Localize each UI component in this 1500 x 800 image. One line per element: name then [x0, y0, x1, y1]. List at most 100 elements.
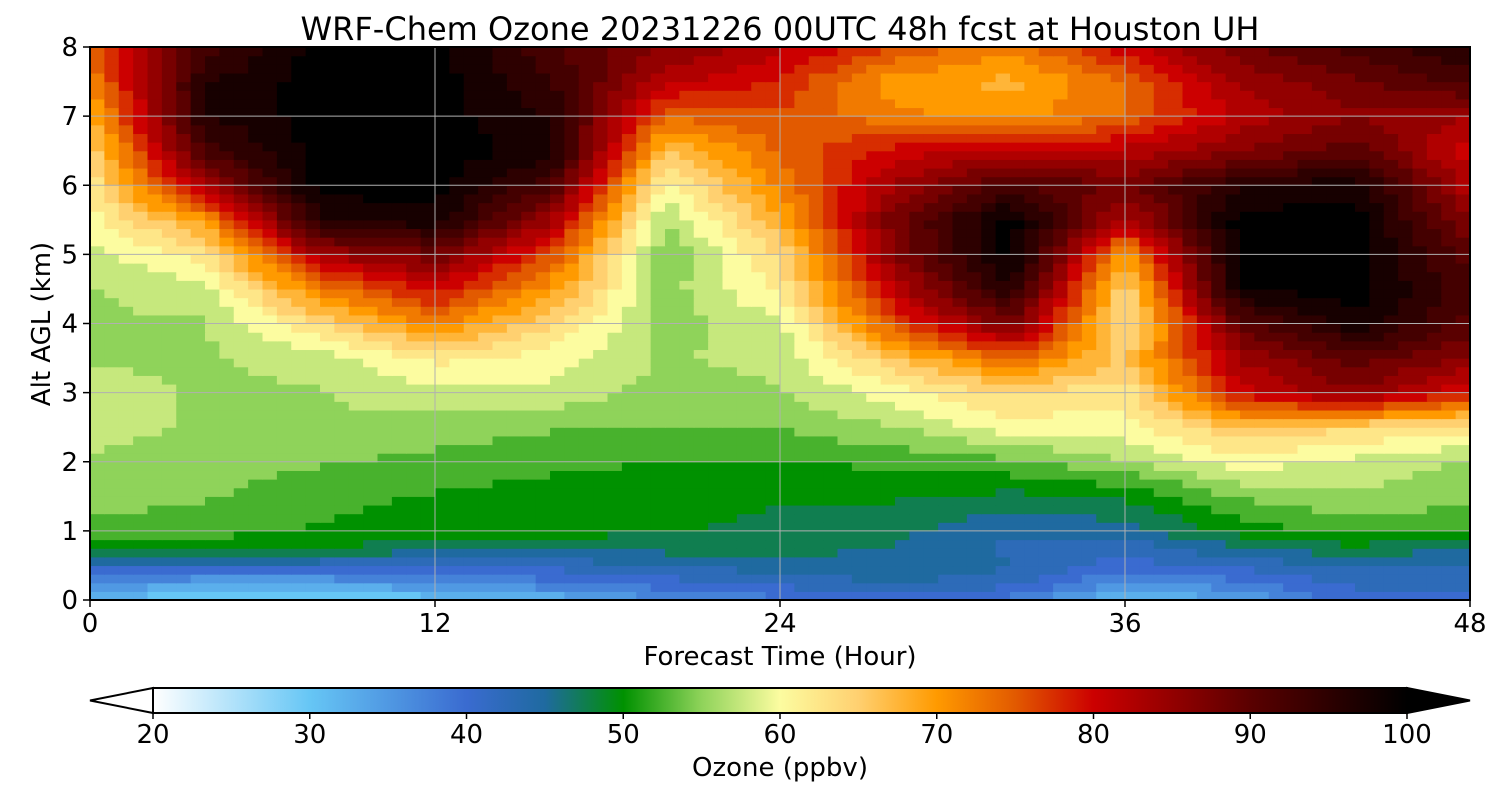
heatmap-cell	[938, 245, 954, 255]
heatmap-cell	[765, 340, 781, 351]
heatmap-cell	[276, 263, 292, 273]
heatmap-cell	[1211, 504, 1227, 515]
heatmap-cell	[851, 582, 867, 592]
heatmap-cell	[377, 349, 393, 359]
heatmap-cell	[1110, 167, 1126, 178]
heatmap-cell	[895, 479, 910, 489]
heatmap-cell	[406, 375, 422, 385]
heatmap-cell	[1153, 565, 1169, 575]
heatmap-cell	[981, 219, 997, 230]
heatmap-cell	[334, 254, 350, 264]
heatmap-cell	[118, 453, 134, 463]
heatmap-cell	[276, 349, 292, 359]
heatmap-cell	[1398, 280, 1414, 290]
heatmap-cell	[736, 487, 752, 497]
heatmap-cell	[1311, 323, 1327, 333]
heatmap-cell	[1096, 340, 1112, 351]
heatmap-cell	[736, 254, 752, 264]
heatmap-cell	[478, 323, 494, 333]
heatmap-cell	[1326, 470, 1342, 480]
heatmap-cell	[1096, 582, 1112, 592]
heatmap-cell	[837, 496, 853, 506]
heatmap-cell	[578, 383, 594, 394]
heatmap-cell	[348, 193, 364, 204]
heatmap-cell	[1038, 522, 1054, 532]
heatmap-cell	[1211, 383, 1227, 394]
heatmap-cell	[765, 513, 781, 523]
heatmap-cell	[1412, 479, 1428, 489]
heatmap-cell	[435, 444, 450, 454]
heatmap-cell	[161, 167, 177, 178]
heatmap-cell	[334, 150, 350, 160]
heatmap-cell	[995, 539, 1011, 549]
heatmap-cell	[406, 487, 422, 497]
heatmap-cell	[1182, 150, 1198, 160]
heatmap-cell	[463, 167, 479, 178]
heatmap-cell	[506, 487, 522, 497]
heatmap-cell	[621, 427, 637, 437]
heatmap-cell	[233, 470, 249, 480]
heatmap-cell	[1196, 366, 1212, 376]
heatmap-cell	[851, 556, 867, 567]
heatmap-cell	[147, 306, 163, 316]
heatmap-cell	[1024, 306, 1040, 316]
heatmap-cell	[90, 297, 105, 307]
heatmap-cell	[276, 254, 292, 264]
heatmap-cell	[636, 193, 652, 204]
heatmap-cell	[305, 167, 321, 178]
heatmap-cell	[118, 366, 134, 376]
heatmap-cell	[607, 288, 623, 299]
heatmap-cell	[449, 332, 465, 342]
heatmap-cell	[1196, 185, 1212, 195]
heatmap-cell	[1369, 487, 1385, 497]
heatmap-cell	[650, 401, 666, 411]
heatmap-cell	[679, 513, 695, 523]
heatmap-cell	[1340, 254, 1356, 264]
heatmap-cell	[291, 349, 307, 359]
heatmap-cell	[104, 418, 120, 428]
heatmap-cell	[363, 340, 379, 351]
heatmap-cell	[1110, 496, 1126, 506]
heatmap-cell	[506, 366, 522, 376]
heatmap-cell	[190, 271, 206, 281]
heatmap-cell	[1340, 366, 1356, 376]
heatmap-cell	[219, 427, 235, 437]
heatmap-cell	[233, 504, 249, 515]
heatmap-cell	[952, 167, 968, 178]
heatmap-cell	[233, 185, 249, 195]
heatmap-cell	[981, 591, 997, 601]
heatmap-cell	[823, 504, 839, 515]
heatmap-cell	[320, 383, 335, 394]
heatmap-cell	[1254, 435, 1270, 446]
heatmap-cell	[1038, 176, 1054, 186]
heatmap-cell	[1283, 504, 1299, 515]
heatmap-cell	[981, 401, 997, 411]
heatmap-cell	[780, 271, 795, 281]
heatmap-cell	[521, 263, 537, 273]
heatmap-cell	[1081, 444, 1097, 454]
heatmap-cell	[90, 193, 105, 204]
heatmap-cell	[262, 444, 278, 454]
heatmap-cell	[348, 349, 364, 359]
heatmap-cell	[895, 340, 910, 351]
heatmap-cell	[880, 237, 896, 247]
heatmap-cell	[837, 435, 853, 446]
heatmap-cell	[607, 591, 623, 601]
heatmap-cell	[578, 219, 594, 230]
heatmap-cell	[808, 159, 824, 169]
heatmap-cell	[1139, 366, 1155, 376]
heatmap-cell	[837, 582, 853, 592]
heatmap-cell	[1369, 530, 1385, 541]
heatmap-cell	[1311, 219, 1327, 230]
heatmap-cell	[1081, 435, 1097, 446]
heatmap-cell	[219, 366, 235, 376]
heatmap-cell	[621, 556, 637, 567]
heatmap-cell	[1211, 435, 1227, 446]
heatmap-cell	[578, 254, 594, 264]
heatmap-cell	[952, 522, 968, 532]
heatmap-cell	[161, 539, 177, 549]
heatmap-cell	[1024, 530, 1040, 541]
heatmap-cell	[1153, 185, 1169, 195]
heatmap-cell	[521, 522, 537, 532]
heatmap-cell	[334, 383, 350, 394]
